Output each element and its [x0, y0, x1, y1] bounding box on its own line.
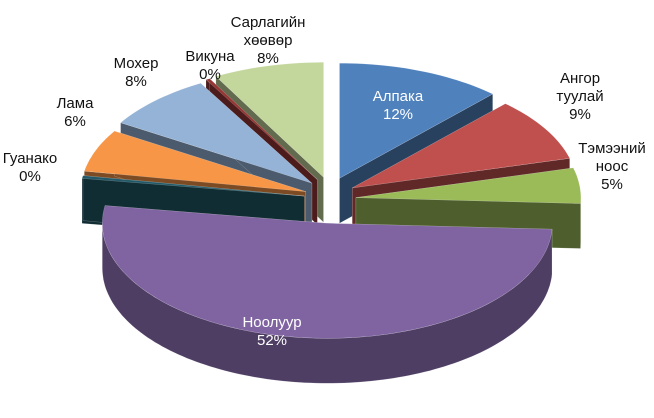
value-label: 9%: [569, 106, 591, 123]
slice-top: [83, 130, 306, 192]
slice-top: [120, 82, 313, 184]
slice-top: [352, 103, 571, 189]
data-label: Ангор туулай 9%: [525, 70, 635, 124]
data-label: Мохер 8%: [81, 55, 191, 91]
data-label: Лама 6%: [20, 95, 130, 131]
value-label: 5%: [601, 176, 623, 193]
category-label: Ангор туулай: [556, 70, 604, 105]
category-label: Тэмээний ноос: [578, 140, 646, 175]
data-label: Тэмээний ноос 5%: [557, 140, 654, 194]
data-label: Ноолуур 52%: [217, 314, 327, 350]
category-label: Мохер: [113, 55, 159, 72]
data-label: Гуанако 0%: [0, 150, 85, 186]
slice-top: [205, 78, 318, 180]
value-label: 0%: [19, 168, 41, 185]
data-label: Викуна 0%: [155, 48, 265, 84]
slice-side: [102, 223, 553, 384]
slice-top: [339, 62, 494, 179]
value-label: 12%: [382, 106, 414, 123]
value-label: 8%: [257, 50, 279, 67]
value-label: 6%: [64, 113, 86, 130]
slice-top: [355, 167, 582, 204]
slice-top: [102, 205, 553, 339]
slice-top: [81, 175, 305, 197]
value-label: 52%: [256, 332, 288, 349]
category-label: Ноолуур: [242, 314, 302, 331]
slice-top: [215, 62, 324, 178]
category-label: Викуна: [185, 48, 235, 65]
value-label: 8%: [125, 73, 147, 90]
category-label: Алпака: [372, 88, 424, 105]
category-label: Гуанако: [2, 150, 58, 167]
category-label: Лама: [56, 95, 94, 112]
value-label: 0%: [199, 66, 221, 83]
slice: [102, 205, 553, 384]
category-label: Сарлагийн хөөвөр: [230, 14, 306, 49]
data-label: Сарлагийн хөөвөр 8%: [213, 14, 323, 68]
data-label: Алпака 12%: [343, 88, 453, 124]
